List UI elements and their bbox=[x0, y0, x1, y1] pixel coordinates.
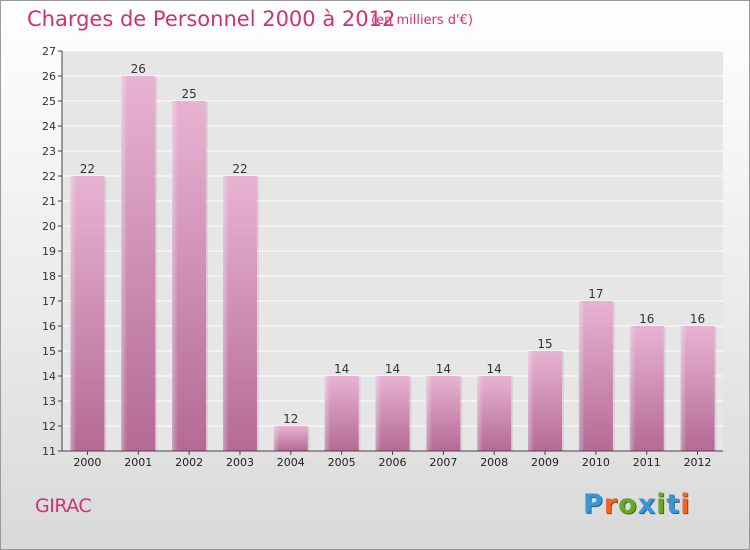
y-tick-label: 21 bbox=[42, 195, 56, 208]
data-label: 14 bbox=[334, 362, 349, 376]
brand-letter: i bbox=[680, 489, 691, 520]
chart-title: Charges de Personnel 2000 à 2012 bbox=[27, 7, 396, 31]
data-label: 14 bbox=[385, 362, 400, 376]
bar-highlight bbox=[121, 76, 128, 451]
y-tick-label: 15 bbox=[42, 345, 56, 358]
brand-letter: r bbox=[603, 489, 619, 520]
y-tick-label: 24 bbox=[42, 120, 56, 133]
x-tick-label: 2007 bbox=[429, 456, 457, 469]
bar-highlight bbox=[680, 326, 687, 451]
bar-highlight bbox=[477, 376, 484, 451]
bar-highlight bbox=[70, 176, 77, 451]
chart-subtitle: (en milliers d'€) bbox=[371, 13, 473, 28]
y-tick-label: 20 bbox=[42, 220, 56, 233]
brand-letter: t bbox=[666, 489, 681, 520]
bar-highlight bbox=[172, 101, 179, 451]
x-tick-label: 2011 bbox=[633, 456, 661, 469]
data-label: 15 bbox=[537, 337, 552, 351]
x-tick-label: 2001 bbox=[124, 456, 152, 469]
data-label: 16 bbox=[639, 312, 654, 326]
x-tick-label: 2000 bbox=[73, 456, 101, 469]
data-label: 25 bbox=[181, 87, 196, 101]
x-tick-label: 2008 bbox=[480, 456, 508, 469]
y-tick-label: 25 bbox=[42, 95, 56, 108]
y-tick-label: 13 bbox=[42, 395, 56, 408]
x-tick-label: 2010 bbox=[582, 456, 610, 469]
brand-letter: x bbox=[637, 489, 657, 520]
data-label: 17 bbox=[588, 287, 603, 301]
x-tick-label: 2012 bbox=[684, 456, 712, 469]
bar-highlight bbox=[324, 376, 331, 451]
brand-letter: i bbox=[656, 489, 667, 520]
y-tick-label: 18 bbox=[42, 270, 56, 283]
data-label: 22 bbox=[232, 162, 247, 176]
x-tick-label: 2006 bbox=[379, 456, 407, 469]
brand-letter: P bbox=[583, 489, 604, 520]
bar-highlight bbox=[375, 376, 382, 451]
data-label: 14 bbox=[436, 362, 451, 376]
bar-highlight bbox=[426, 376, 433, 451]
x-tick-label: 2002 bbox=[175, 456, 203, 469]
data-label: 22 bbox=[80, 162, 95, 176]
data-label: 12 bbox=[283, 412, 298, 426]
y-tick-label: 22 bbox=[42, 170, 56, 183]
y-tick-label: 12 bbox=[42, 420, 56, 433]
x-tick-label: 2004 bbox=[277, 456, 305, 469]
y-tick-label: 17 bbox=[42, 295, 56, 308]
y-tick-label: 14 bbox=[42, 370, 56, 383]
place-name: GIRAC bbox=[35, 495, 92, 517]
y-tick-label: 23 bbox=[42, 145, 56, 158]
x-tick-label: 2005 bbox=[328, 456, 356, 469]
bar-highlight bbox=[578, 301, 585, 451]
y-tick-label: 26 bbox=[42, 70, 56, 83]
y-tick-label: 19 bbox=[42, 245, 56, 258]
data-label: 16 bbox=[690, 312, 705, 326]
x-tick-label: 2003 bbox=[226, 456, 254, 469]
bar-highlight bbox=[528, 351, 535, 451]
bar-highlight bbox=[629, 326, 636, 451]
y-tick-label: 11 bbox=[42, 445, 56, 458]
x-tick-label: 2009 bbox=[531, 456, 559, 469]
bar-highlight bbox=[273, 426, 280, 451]
y-tick-label: 16 bbox=[42, 320, 56, 333]
y-tick-label: 27 bbox=[42, 45, 56, 58]
proxiti-logo: Proxiti bbox=[583, 489, 691, 520]
data-label: 14 bbox=[487, 362, 502, 376]
bar-highlight bbox=[222, 176, 229, 451]
data-label: 26 bbox=[131, 62, 146, 76]
brand-letter: o bbox=[618, 489, 638, 520]
